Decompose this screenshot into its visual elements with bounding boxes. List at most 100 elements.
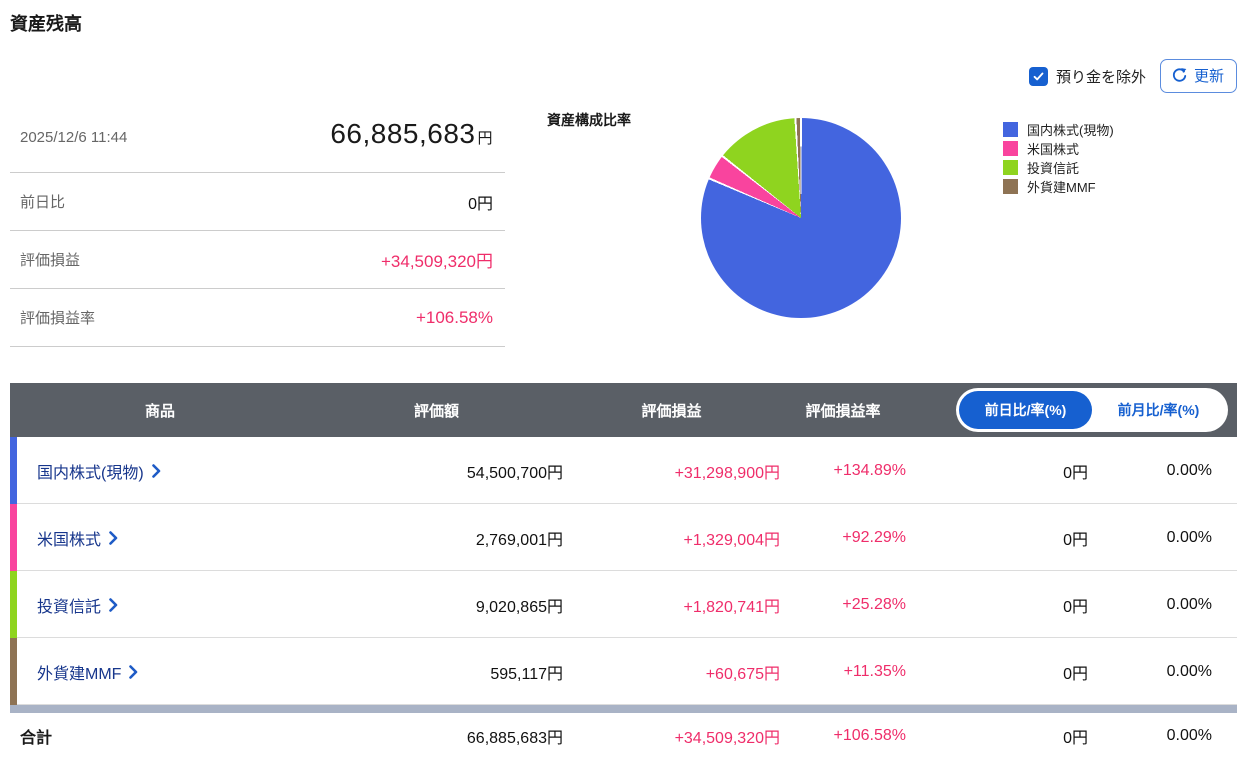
asset-table: 商品 評価額 評価損益 評価損益率 前日比/率(%) 前月比/率(%) 国内株式… xyxy=(10,383,1237,759)
summary-total-unit: 円 xyxy=(477,130,493,147)
pie-legend: 国内株式(現物) 米国株式 投資信託 外貨建MMF xyxy=(1003,120,1114,196)
legend-swatch-domestic-stock xyxy=(1003,122,1018,137)
pl-rate-cell: +134.89% xyxy=(833,461,906,479)
valuation-cell: 2,769,001円 xyxy=(475,531,563,549)
summary-row-day-change: 前日比 0円 xyxy=(10,173,505,231)
pl-rate-cell: +25.28% xyxy=(842,595,906,613)
toggle-day-change[interactable]: 前日比/率(%) xyxy=(959,391,1092,429)
summary-row-label: 前日比 xyxy=(20,194,66,211)
table-row-us-stock: 米国株式 2,769,001円 +1,329,004円 +92.29% 0円 0… xyxy=(10,504,1237,571)
product-label: 投資信託 xyxy=(37,598,102,616)
day-rate-cell: 0.00% xyxy=(1166,528,1212,546)
header-pl-rate: 評価損益率 xyxy=(805,402,881,420)
pl-cell: +1,329,004円 xyxy=(683,531,780,549)
legend-label: 投資信託 xyxy=(1027,161,1080,176)
product-link-us-stock[interactable]: 米国株式 xyxy=(37,526,118,550)
day-rate-cell: 0.00% xyxy=(1166,461,1212,479)
header-valuation: 評価額 xyxy=(413,402,459,420)
period-toggle-group: 前日比/率(%) 前月比/率(%) xyxy=(956,388,1228,432)
summary-row-pl-rate: 評価損益率 +106.58% xyxy=(10,289,505,347)
product-cell: 国内株式(現物) xyxy=(17,459,310,483)
legend-swatch-us-stock xyxy=(1003,141,1018,156)
pl-rate-cell: +11.35% xyxy=(843,662,906,680)
summary-panel: 2025/12/6 11:44 66,885,683 円 前日比 0円 評価損益 … xyxy=(10,100,505,347)
legend-label: 米国株式 xyxy=(1027,142,1080,157)
row-color-bar xyxy=(10,638,17,705)
product-cell: 外貨建MMF xyxy=(17,660,310,684)
header-pl: 評価損益 xyxy=(641,402,702,420)
row-color-bar xyxy=(10,571,17,638)
summary-total-number: 66,885,683 xyxy=(330,118,476,149)
summary-row-label: 評価損益率 xyxy=(20,310,96,327)
total-day-rate-cell: 0.00% xyxy=(1166,727,1212,744)
total-day-change-cell: 0円 xyxy=(1063,730,1088,747)
total-valuation-cell: 66,885,683円 xyxy=(466,730,563,747)
table-row-domestic-stock: 国内株式(現物) 54,500,700円 +31,298,900円 +134.8… xyxy=(10,437,1237,504)
day-change-cell: 0円 xyxy=(1063,531,1088,549)
product-label: 国内株式(現物) xyxy=(37,464,144,482)
refresh-icon xyxy=(1172,68,1187,82)
pl-cell: +60,675円 xyxy=(705,665,780,683)
valuation-cell: 54,500,700円 xyxy=(466,464,563,482)
refresh-button-label: 更新 xyxy=(1193,68,1224,85)
day-rate-cell: 0.00% xyxy=(1166,595,1212,613)
chevron-right-icon xyxy=(151,463,160,478)
top-controls: 預り金を除外 更新 xyxy=(1028,59,1237,93)
valuation-cell: 9,020,865円 xyxy=(475,598,563,616)
total-separator xyxy=(10,705,1237,713)
product-link-mutual-fund[interactable]: 投資信託 xyxy=(37,593,118,617)
legend-item: 国内株式(現物) xyxy=(1003,120,1114,139)
checkbox-checked-icon[interactable] xyxy=(1028,66,1048,86)
day-change-cell: 0円 xyxy=(1063,464,1088,482)
refresh-button[interactable]: 更新 xyxy=(1159,59,1237,93)
chevron-right-icon xyxy=(129,664,138,679)
check-icon xyxy=(1033,72,1044,80)
total-pl-rate-cell: +106.58% xyxy=(833,727,906,744)
exclude-deposits-checkbox[interactable]: 預り金を除外 xyxy=(1028,66,1146,87)
pl-rate-cell: +92.29% xyxy=(842,528,906,546)
table-row-mutual-fund: 投資信託 9,020,865円 +1,820,741円 +25.28% 0円 0… xyxy=(10,571,1237,638)
page-title: 資産残高 xyxy=(10,14,82,34)
table-header: 商品 評価額 評価損益 評価損益率 前日比/率(%) 前月比/率(%) xyxy=(10,383,1237,437)
row-color-bar xyxy=(10,437,17,504)
legend-label: 国内株式(現物) xyxy=(1027,123,1114,138)
summary-row-pl: 評価損益 +34,509,320円 xyxy=(10,231,505,289)
table-total-row: 合計 66,885,683円 +34,509,320円 +106.58% 0円 … xyxy=(10,713,1237,759)
legend-swatch-mutual-fund xyxy=(1003,160,1018,175)
product-cell: 米国株式 xyxy=(17,526,310,550)
product-cell: 投資信託 xyxy=(17,593,310,617)
summary-row-value: +34,509,320円 xyxy=(380,252,493,271)
summary-total-value: 66,885,683 円 xyxy=(330,118,493,150)
valuation-cell: 595,117円 xyxy=(490,665,563,683)
asset-pie-chart xyxy=(701,118,901,318)
row-color-bar xyxy=(10,504,17,571)
summary-row-value: 0円 xyxy=(468,195,493,213)
legend-swatch-foreign-mmf xyxy=(1003,179,1018,194)
pl-cell: +1,820,741円 xyxy=(683,598,780,616)
summary-row-value: +106.58% xyxy=(415,307,493,327)
summary-row-label: 評価損益 xyxy=(20,252,81,269)
legend-item: 米国株式 xyxy=(1003,139,1114,158)
header-product: 商品 xyxy=(144,402,175,420)
day-rate-cell: 0.00% xyxy=(1166,662,1212,680)
table-row-foreign-mmf: 外貨建MMF 595,117円 +60,675円 +11.35% 0円 0.00… xyxy=(10,638,1237,705)
legend-item: 外貨建MMF xyxy=(1003,177,1114,196)
day-change-cell: 0円 xyxy=(1063,665,1088,683)
product-label: 米国株式 xyxy=(37,531,102,549)
chevron-right-icon xyxy=(109,597,118,612)
chevron-right-icon xyxy=(109,530,118,545)
legend-label: 外貨建MMF xyxy=(1027,180,1096,195)
pie-chart-title: 資産構成比率 xyxy=(547,112,631,128)
product-link-foreign-mmf[interactable]: 外貨建MMF xyxy=(37,660,138,684)
day-change-cell: 0円 xyxy=(1063,598,1088,616)
legend-item: 投資信託 xyxy=(1003,158,1114,177)
product-label: 外貨建MMF xyxy=(37,665,122,683)
pl-cell: +31,298,900円 xyxy=(674,464,780,482)
total-label: 合計 xyxy=(20,730,53,747)
product-link-domestic-stock[interactable]: 国内株式(現物) xyxy=(37,459,161,483)
total-pl-cell: +34,509,320円 xyxy=(674,730,780,747)
exclude-deposits-label: 預り金を除外 xyxy=(1055,68,1146,86)
summary-timestamp: 2025/12/6 11:44 xyxy=(20,129,128,146)
toggle-month-change[interactable]: 前月比/率(%) xyxy=(1092,391,1225,429)
